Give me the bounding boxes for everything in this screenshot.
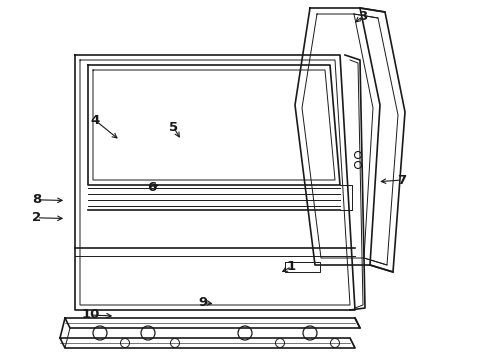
- Text: 7: 7: [397, 174, 406, 186]
- Text: 2: 2: [32, 211, 41, 224]
- Text: 1: 1: [287, 260, 296, 273]
- Text: 9: 9: [199, 296, 208, 309]
- Text: 6: 6: [147, 181, 156, 194]
- Text: 3: 3: [358, 10, 367, 23]
- Text: 5: 5: [170, 121, 178, 134]
- Text: 4: 4: [91, 114, 100, 127]
- Text: 10: 10: [81, 309, 100, 321]
- Text: 8: 8: [32, 193, 41, 206]
